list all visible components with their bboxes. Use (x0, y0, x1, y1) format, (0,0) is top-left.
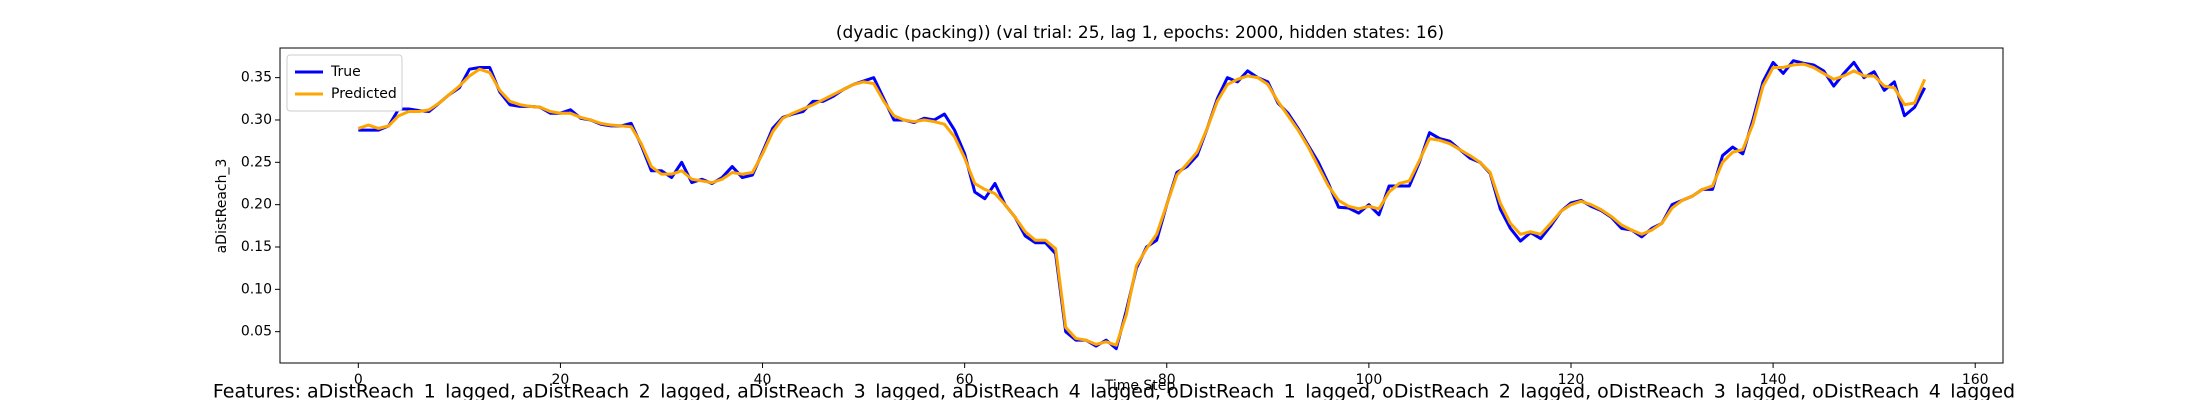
legend-box (286, 54, 403, 112)
y-axis-label: aDistReach_3 (214, 159, 230, 254)
features-caption: Features: aDistReach_1_lagged, aDistReac… (213, 381, 2015, 400)
y-tick-label: 0.05 (241, 324, 272, 340)
legend-label: True (330, 64, 361, 80)
x-tick-label: 80 (1158, 372, 1176, 388)
x-tick-label: 60 (956, 372, 974, 388)
x-tick-label: 140 (1760, 372, 1787, 388)
x-tick-label: 120 (1558, 372, 1585, 388)
y-tick-label: 0.20 (241, 197, 272, 213)
series-line (358, 59, 1927, 351)
x-tick-label: 20 (552, 372, 570, 388)
x-axis-label: Time Step (1104, 378, 1176, 394)
legend-label: Predicted (331, 86, 397, 102)
y-tick-label: 0.25 (241, 154, 272, 170)
y-tick-label: 0.15 (241, 239, 272, 255)
y-tick-label: 0.10 (241, 281, 272, 297)
plot-frame (279, 47, 2004, 364)
chart-title: (dyadic (packing)) (val trial: 25, lag 1… (836, 23, 1444, 43)
y-tick-label: 0.35 (241, 70, 272, 86)
y-tick-label: 0.30 (241, 112, 272, 128)
series-line (357, 62, 1927, 347)
x-tick-label: 40 (754, 372, 772, 388)
x-tick-label: 100 (1356, 372, 1383, 388)
x-tick-label: 160 (1962, 372, 1989, 388)
x-tick-label: 0 (354, 372, 363, 388)
